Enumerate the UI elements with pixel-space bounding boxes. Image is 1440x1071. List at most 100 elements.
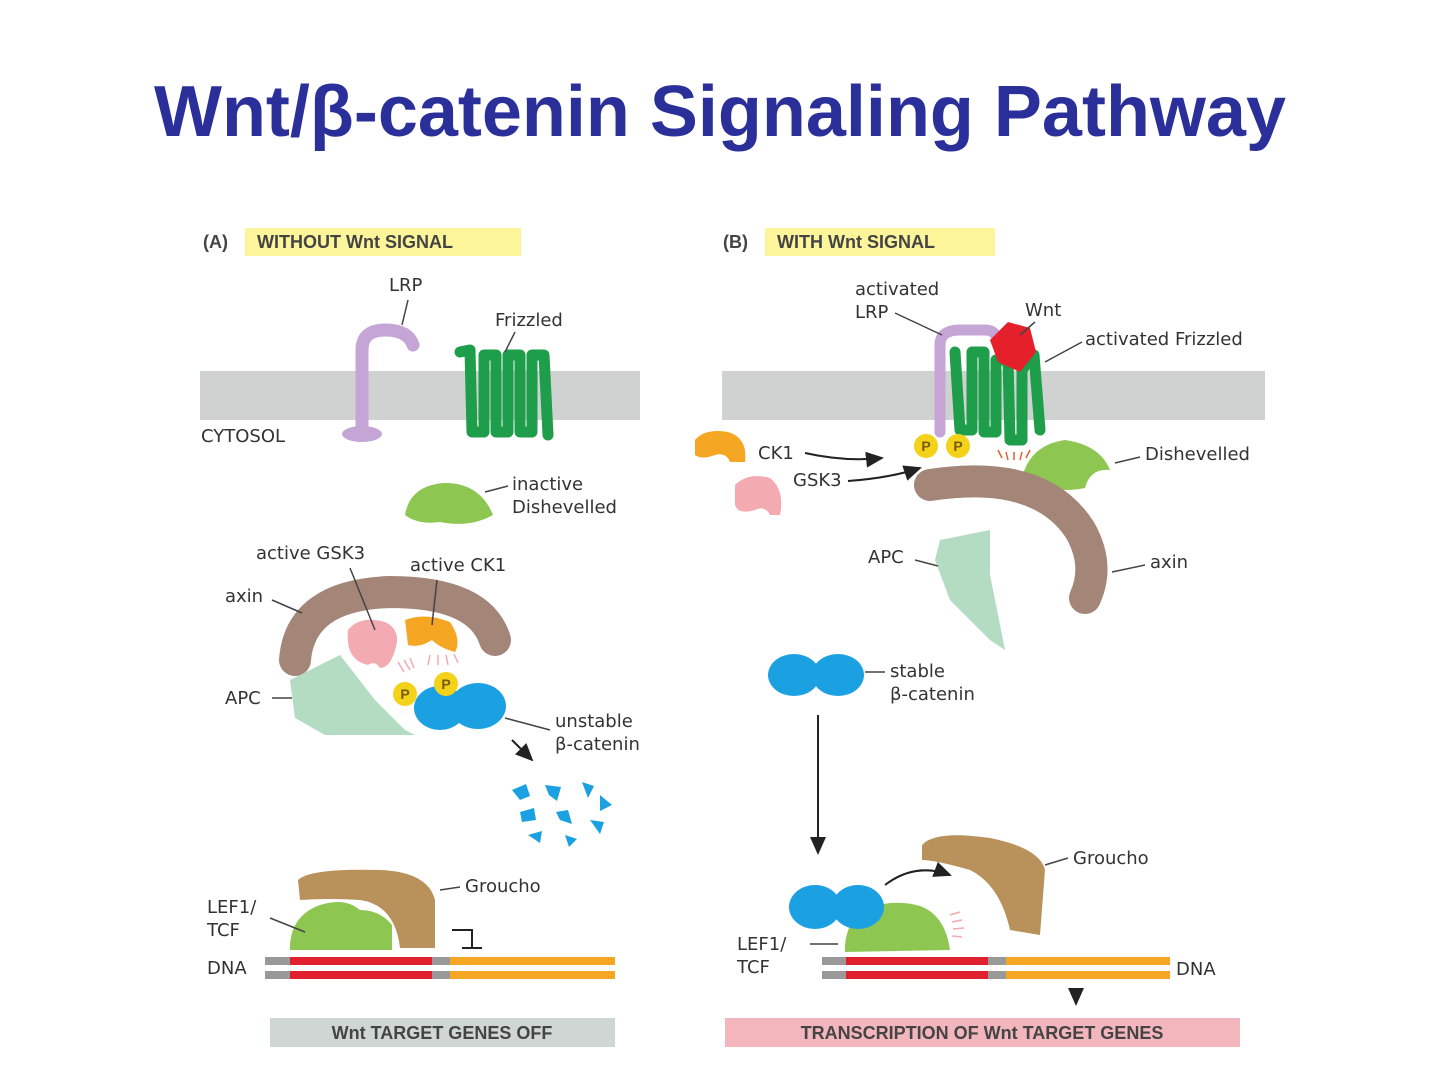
transcription-label: TRANSCRIPTION OF Wnt TARGET GENES xyxy=(801,1023,1164,1043)
frizzled-leader xyxy=(1044,341,1083,363)
lrp-label-1: activated xyxy=(855,279,939,300)
ck1-label: active CK1 xyxy=(410,555,506,576)
apc xyxy=(935,530,1005,650)
phosphate-icon xyxy=(946,434,970,458)
panel-b-letter: (B) xyxy=(723,232,748,252)
lef-label-2: TCF xyxy=(206,920,240,941)
panel-b-heading: WITH Wnt SIGNAL xyxy=(777,232,935,252)
phosphate-icon xyxy=(434,672,458,696)
panel-a: (A) WITHOUT Wnt SIGNAL LRP Frizzled CYTO… xyxy=(200,228,640,1047)
panel-a-heading-highlight xyxy=(245,228,521,256)
lrp-receptor xyxy=(355,323,420,439)
lrp-label: LRP xyxy=(389,275,423,296)
degradation-arrow xyxy=(511,739,534,762)
groucho-leader xyxy=(1044,857,1069,866)
wnt-ligand xyxy=(990,322,1036,372)
phosphate-icon xyxy=(914,434,938,458)
membrane xyxy=(200,371,640,420)
lrp-leader xyxy=(894,312,943,336)
gsk3-arrow xyxy=(847,465,922,482)
axin-label: axin xyxy=(225,586,263,607)
frizzled-leader xyxy=(504,331,516,353)
groucho-displacement-arrow xyxy=(884,861,952,886)
axin-label: axin xyxy=(1150,552,1188,573)
gsk3-label: GSK3 xyxy=(793,470,842,491)
apc xyxy=(290,655,415,735)
dna-label: DNA xyxy=(1176,959,1216,980)
beta-catenin-leader xyxy=(504,717,551,731)
active-ck1 xyxy=(405,616,458,652)
genes-off-box xyxy=(270,1018,615,1047)
gsk3-label: active GSK3 xyxy=(256,543,365,564)
lef-label-2: TCF xyxy=(736,957,770,978)
lef1-tcf xyxy=(290,901,392,950)
phosphate-label: P xyxy=(441,676,450,692)
slide-title: Wnt/β-catenin Signaling Pathway xyxy=(154,72,1286,152)
gsk3-leader xyxy=(349,567,376,631)
apc-label: APC xyxy=(868,547,904,568)
inhibition-symbol xyxy=(452,929,482,949)
dishevelled-leader xyxy=(1114,456,1141,464)
lrp-leader xyxy=(401,299,409,326)
dishevelled-label: Dishevelled xyxy=(1145,444,1250,465)
lef-label-1: LEF1/ xyxy=(207,897,257,918)
axin xyxy=(279,575,511,676)
unstable-beta-catenin-right xyxy=(450,683,506,729)
lef-label-1: LEF1/ xyxy=(737,934,787,955)
dishevelled-label-2: Dishevelled xyxy=(512,497,617,518)
apc-label: APC xyxy=(225,688,261,709)
phosphate-icon xyxy=(393,682,417,706)
phosphate-label: P xyxy=(921,438,930,454)
axin-leader xyxy=(271,599,303,614)
groucho-leader xyxy=(439,886,461,891)
frizzled-receptor xyxy=(454,344,554,441)
panel-b: (B) WITH Wnt SIGNAL activated LRP Wnt ac… xyxy=(695,228,1265,1047)
beta-catenin-label-1: stable xyxy=(890,661,945,682)
dishevelled-label-1: inactive xyxy=(512,474,583,495)
axin-leader xyxy=(1111,564,1146,573)
nuclear-beta-catenin-left xyxy=(789,885,841,929)
panel-a-letter: (A) xyxy=(203,232,228,252)
dna-label: DNA xyxy=(207,958,247,979)
phosphate-label: P xyxy=(953,438,962,454)
stable-beta-catenin-left xyxy=(768,654,820,696)
beta-catenin-label-1: unstable xyxy=(555,711,633,732)
phosphorylation-marks xyxy=(997,449,1031,461)
wnt-leader xyxy=(1019,321,1036,336)
apc-leader xyxy=(914,559,939,567)
phosphate-label: P xyxy=(400,686,409,702)
dishevelled xyxy=(1022,440,1110,491)
lrp-foot xyxy=(342,426,382,442)
ck1-label: CK1 xyxy=(758,443,794,464)
cytosol-label: CYTOSOL xyxy=(201,426,285,447)
wnt-label: Wnt xyxy=(1025,300,1061,321)
dna-strand xyxy=(822,957,1170,979)
groucho xyxy=(922,835,1045,935)
axin xyxy=(914,465,1108,614)
panel-b-heading-highlight xyxy=(765,228,995,256)
panel-a-heading: WITHOUT Wnt SIGNAL xyxy=(257,232,453,252)
inactive-dishevelled xyxy=(405,483,493,524)
frizzled-label: activated Frizzled xyxy=(1085,329,1243,350)
stable-beta-catenin-right xyxy=(812,654,864,696)
active-gsk3 xyxy=(347,619,398,668)
frizzled-label: Frizzled xyxy=(495,310,563,331)
ck1 xyxy=(695,431,746,462)
groucho-label: Groucho xyxy=(1073,848,1149,869)
activated-frizzled xyxy=(949,346,1046,446)
ck1-arrow xyxy=(804,451,884,468)
degraded-beta-catenin-fragments xyxy=(512,782,612,847)
groucho-label: Groucho xyxy=(465,876,541,897)
dna-strand xyxy=(265,957,615,979)
dishevelled-leader xyxy=(484,485,509,493)
beta-catenin-label-2: β-catenin xyxy=(555,734,640,755)
lrp-label-2: LRP xyxy=(855,302,889,323)
transcription-box xyxy=(725,1018,1240,1047)
beta-catenin-label-2: β-catenin xyxy=(890,684,975,705)
phosphorylation-marks xyxy=(397,653,459,673)
lef-leader xyxy=(269,917,306,933)
genes-off-label: Wnt TARGET GENES OFF xyxy=(332,1023,553,1043)
groucho xyxy=(298,869,435,948)
